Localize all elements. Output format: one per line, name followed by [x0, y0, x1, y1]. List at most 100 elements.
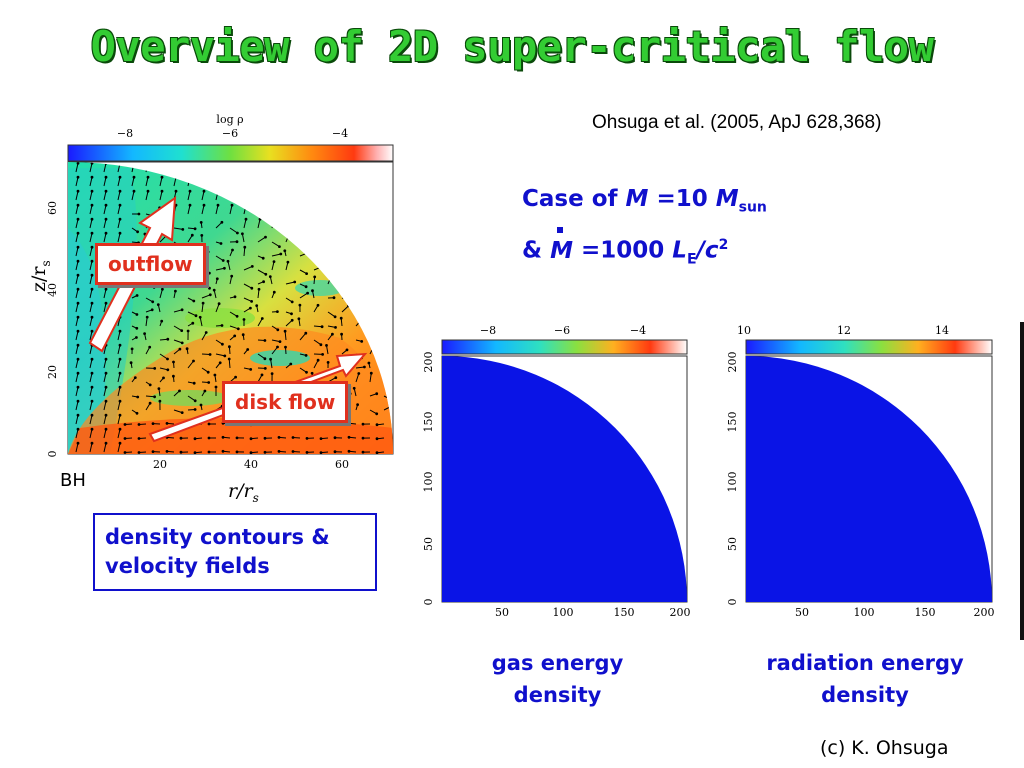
velocity-arrow-icon: [103, 429, 107, 439]
velocity-arrow-icon: [327, 311, 336, 318]
velocity-arrowhead-icon: [76, 343, 80, 347]
velocity-arrowhead-icon: [132, 189, 136, 193]
velocity-arrow-icon: [75, 303, 79, 313]
velocity-arrowhead-icon: [104, 427, 108, 431]
y-tick: 60: [46, 201, 59, 215]
velocity-arrowhead-icon: [375, 451, 379, 454]
velocity-arrowhead-icon: [348, 392, 352, 396]
velocity-arrowhead-icon: [326, 361, 330, 364]
velocity-arrowhead-icon: [333, 436, 337, 440]
velocity-arrowhead-icon: [331, 332, 334, 336]
velocity-arrowhead-icon: [76, 399, 80, 403]
velocity-arrowhead-icon: [250, 300, 254, 303]
xlabel-text: r/r: [228, 480, 253, 502]
velocity-arrowhead-icon: [180, 411, 184, 415]
velocity-arrowhead-icon: [334, 326, 337, 329]
gas-plot-svg: −8 −6 −4 0 50 100 150 200 50 100 150 200: [410, 322, 700, 640]
velocity-arrowhead-icon: [118, 385, 122, 389]
velocity-arrow-icon: [75, 359, 79, 369]
velocity-arrowhead-icon: [286, 260, 290, 264]
velocity-arrowhead-icon: [298, 303, 302, 307]
velocity-arrow-icon: [117, 373, 121, 383]
velocity-arrowhead-icon: [104, 175, 108, 179]
velocity-arrowhead-icon: [118, 357, 122, 361]
velocity-arrow-icon: [89, 387, 93, 397]
velocity-arrowhead-icon: [264, 272, 268, 276]
y-tick: 100: [422, 472, 435, 493]
velocity-arrowhead-icon: [204, 331, 208, 334]
density-velocity-plot: log ρ −8 −6 −4 0 20 40 60 20 40 60: [40, 108, 405, 508]
velocity-arrowhead-icon: [118, 441, 122, 445]
velocity-arrow-icon: [103, 415, 107, 425]
velocity-arrow-icon: [299, 292, 308, 299]
ylabel-text: z/r: [28, 266, 50, 293]
velocity-arrow-icon: [131, 191, 135, 201]
velocity-arrowhead-icon: [180, 308, 184, 312]
gas-energy-field: [442, 356, 687, 602]
y-tick: 150: [422, 412, 435, 433]
velocity-arrow-icon: [89, 359, 93, 369]
velocity-arrowhead-icon: [135, 294, 139, 297]
velocity-arrowhead-icon: [123, 437, 127, 440]
case-lum-sup: 2: [718, 237, 729, 253]
velocity-arrowhead-icon: [118, 343, 122, 347]
velocity-arrow-icon: [229, 227, 238, 234]
velocity-arrowhead-icon: [241, 232, 244, 236]
velocity-arrowhead-icon: [150, 308, 154, 312]
colorbar-tick: 14: [935, 324, 949, 337]
velocity-arrowhead-icon: [220, 220, 224, 224]
velocity-arrowhead-icon: [137, 423, 141, 426]
velocity-arrowhead-icon: [206, 370, 210, 374]
velocity-arrowhead-icon: [305, 272, 309, 276]
velocity-arrowhead-icon: [250, 265, 254, 268]
velocity-arrow-icon: [75, 429, 79, 439]
velocity-arrow-icon: [173, 177, 177, 187]
velocity-arrowhead-icon: [339, 316, 343, 320]
velocity-arrowhead-icon: [104, 217, 108, 221]
velocity-arrow-icon: [159, 353, 168, 360]
velocity-arrowhead-icon: [283, 329, 287, 333]
velocity-arrowhead-icon: [217, 302, 221, 306]
velocity-arrowhead-icon: [263, 436, 267, 440]
velocity-arrowhead-icon: [246, 348, 250, 351]
velocity-arrowhead-icon: [166, 337, 170, 341]
velocity-arrow-icon: [145, 317, 148, 327]
velocity-arrowhead-icon: [158, 399, 162, 403]
velocity-arrowhead-icon: [291, 436, 295, 439]
velocity-arrowhead-icon: [146, 189, 150, 193]
velocity-arrow-icon: [89, 331, 93, 341]
velocity-arrow-icon: [75, 345, 79, 355]
velocity-arrowhead-icon: [218, 361, 222, 365]
velocity-arrowhead-icon: [352, 386, 356, 390]
velocity-arrowhead-icon: [356, 403, 360, 407]
velocity-arrowhead-icon: [180, 341, 184, 345]
velocity-arrowhead-icon: [135, 411, 139, 415]
velocity-arrowhead-icon: [235, 314, 239, 318]
velocity-arrow-icon: [89, 345, 93, 355]
velocity-arrow-icon: [75, 331, 79, 341]
velocity-arrowhead-icon: [76, 273, 80, 277]
velocity-arrow-icon: [145, 191, 149, 201]
velocity-arrowhead-icon: [172, 374, 175, 378]
velocity-arrow-icon: [117, 331, 121, 341]
velocity-arrowhead-icon: [202, 189, 206, 193]
colorbar-label: log ρ: [216, 113, 243, 126]
velocity-arrowhead-icon: [316, 303, 320, 307]
velocity-arrowhead-icon: [278, 245, 281, 249]
velocity-arrowhead-icon: [137, 212, 141, 216]
velocity-arrow-icon: [285, 281, 295, 285]
velocity-arrow-icon: [227, 261, 231, 271]
ylabel-sub: s: [38, 260, 53, 267]
velocity-arrowhead-icon: [241, 333, 245, 337]
colorbar-tick: −8: [480, 324, 496, 337]
velocity-arrowhead-icon: [193, 451, 197, 454]
velocity-arrowhead-icon: [192, 381, 196, 385]
velocity-arrow-icon: [117, 443, 121, 453]
velocity-arrowhead-icon: [118, 217, 122, 221]
velocity-arrow-icon: [270, 359, 273, 369]
x-tick: 200: [670, 606, 691, 619]
velocity-arrowhead-icon: [130, 347, 134, 351]
velocity-arrowhead-icon: [118, 329, 122, 333]
x-tick: 100: [553, 606, 574, 619]
velocity-arrowhead-icon: [76, 413, 80, 417]
